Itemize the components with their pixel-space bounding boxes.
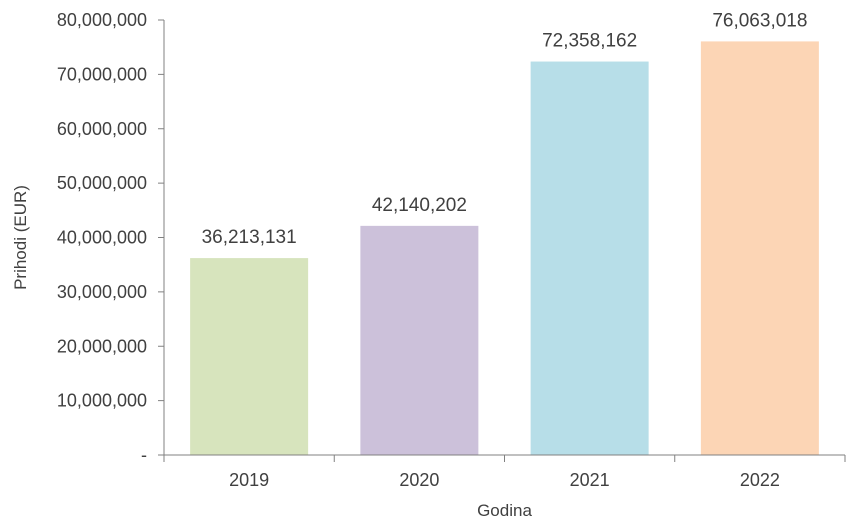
x-tick-label: 2021 bbox=[570, 470, 610, 490]
y-axis-ticks: - 10,000,000 20,000,000 30,000,000 40,000,00… bbox=[57, 10, 164, 465]
bar-2019 bbox=[190, 258, 309, 455]
y-tick-label: 50,000,000 bbox=[57, 173, 147, 193]
y-tick-label: 10,000,000 bbox=[57, 391, 147, 411]
bar-2021 bbox=[530, 61, 649, 456]
y-tick-label: 20,000,000 bbox=[57, 336, 147, 356]
bars bbox=[190, 41, 819, 456]
data-label-2022: 76,063,018 bbox=[712, 10, 807, 31]
bar-2020 bbox=[360, 225, 479, 455]
data-labels: 36,213,131 42,140,202 72,358,162 76,063,018 bbox=[202, 10, 808, 248]
y-tick-label: 70,000,000 bbox=[57, 64, 147, 84]
bar-2022 bbox=[700, 41, 819, 455]
y-tick-label: 30,000,000 bbox=[57, 282, 147, 302]
y-axis-title: Prihodi (EUR) bbox=[11, 185, 30, 290]
x-tick-label: 2022 bbox=[740, 470, 780, 490]
y-tick-label: 80,000,000 bbox=[57, 10, 147, 30]
x-axis-ticks: 2019 2020 2021 2022 bbox=[163, 455, 846, 490]
data-label-2019: 36,213,131 bbox=[202, 227, 297, 248]
y-tick-label: 60,000,000 bbox=[57, 119, 147, 139]
data-label-2020: 42,140,202 bbox=[372, 195, 467, 216]
x-tick-label: 2020 bbox=[399, 470, 439, 490]
y-tick-label: - bbox=[141, 445, 147, 465]
y-tick-label: 40,000,000 bbox=[57, 228, 147, 248]
x-axis-title: Godina bbox=[477, 501, 532, 520]
x-tick-label: 2019 bbox=[229, 470, 269, 490]
data-label-2021: 72,358,162 bbox=[542, 31, 637, 52]
